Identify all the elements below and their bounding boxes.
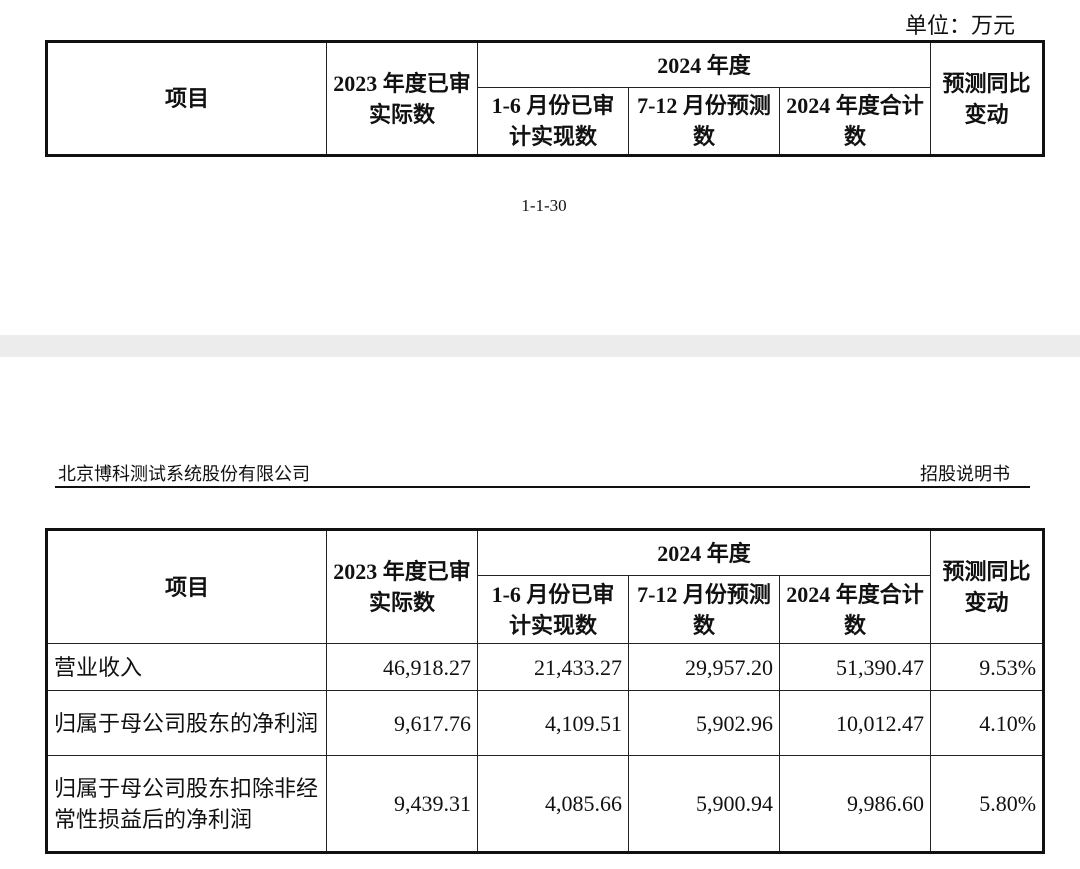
- header-yoy: 预测同比变动: [930, 529, 1045, 644]
- cell-2023: 9,617.76: [326, 690, 478, 756]
- header-h2: 7-12 月份预测数: [628, 87, 780, 156]
- header-h1: 1-6 月份已审计实现数: [477, 575, 629, 644]
- header-2024: 2024 年度: [476, 529, 932, 576]
- header-2024: 2024 年度: [476, 41, 932, 88]
- cell-yoy: 9.53%: [930, 643, 1045, 691]
- cell-total: 10,012.47: [778, 690, 932, 756]
- page-separator: [0, 335, 1080, 357]
- cell-yoy: 5.80%: [930, 755, 1045, 853]
- cell-item: 归属于母公司股东扣除非经常性损益后的净利润: [46, 755, 327, 853]
- header-2023: 2023 年度已审实际数: [326, 41, 478, 156]
- header-2023: 2023 年度已审实际数: [326, 529, 478, 644]
- cell-total: 9,986.60: [778, 755, 932, 853]
- cell-h1: 21,433.27: [477, 643, 629, 691]
- forecast-table: 项目 2023 年度已审实际数 2024 年度 预测同比变动 1-6 月份已审计…: [45, 528, 1046, 854]
- cell-2023: 9,439.31: [326, 755, 478, 853]
- cell-total: 51,390.47: [778, 643, 932, 691]
- header-total: 2024 年度合计数: [778, 575, 932, 644]
- cell-yoy: 4.10%: [930, 690, 1045, 756]
- header-total: 2024 年度合计数: [778, 87, 932, 156]
- cell-h1: 4,085.66: [477, 755, 629, 853]
- page-number: 1-1-30: [521, 196, 567, 215]
- forecast-table-header-fragment: 项目 2023 年度已审实际数 2024 年度 预测同比变动 1-6 月份已审计…: [45, 40, 1046, 157]
- header-rule: [55, 486, 1030, 488]
- header-h2: 7-12 月份预测数: [628, 575, 780, 644]
- header-yoy: 预测同比变动: [930, 41, 1045, 156]
- header-item: 项目: [46, 41, 327, 156]
- cell-item: 归属于母公司股东的净利润: [46, 690, 327, 756]
- company-name: 北京博科测试系统股份有限公司: [58, 464, 310, 484]
- document-type: 招股说明书: [920, 464, 1010, 484]
- table-row: 营业收入 46,918.27 21,433.27 29,957.20 51,39…: [46, 643, 1045, 691]
- cell-2023: 46,918.27: [326, 643, 478, 691]
- unit-label: 单位：万元: [905, 13, 1016, 38]
- table-row: 归属于母公司股东扣除非经常性损益后的净利润 9,439.31 4,085.66 …: [46, 755, 1045, 853]
- cell-h2: 5,900.94: [628, 755, 780, 853]
- table-row: 归属于母公司股东的净利润 9,617.76 4,109.51 5,902.96 …: [46, 690, 1045, 756]
- header-item: 项目: [46, 529, 327, 644]
- header-h1: 1-6 月份已审计实现数: [477, 87, 629, 156]
- cell-h2: 29,957.20: [628, 643, 780, 691]
- cell-h1: 4,109.51: [477, 690, 629, 756]
- cell-h2: 5,902.96: [628, 690, 780, 756]
- cell-item: 营业收入: [46, 643, 327, 691]
